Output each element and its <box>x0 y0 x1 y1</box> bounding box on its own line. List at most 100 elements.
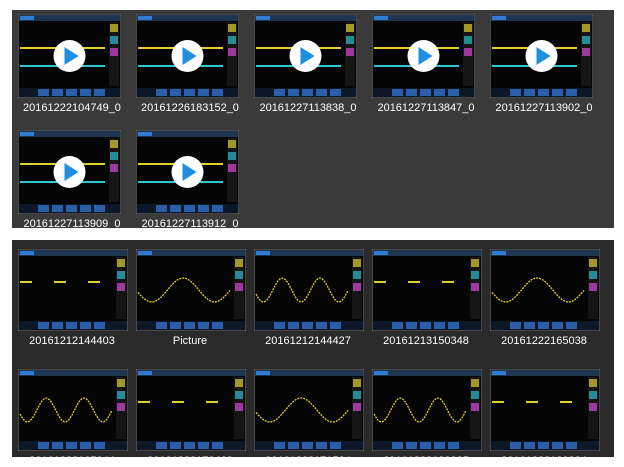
gallery-item[interactable]: 20161222180325 <box>367 369 485 467</box>
item-label: 20161227113847_0 <box>377 102 475 114</box>
thumb-bg <box>136 369 246 451</box>
thumb-button <box>38 442 49 449</box>
thumb-topbar <box>137 15 238 21</box>
thumb-side-box <box>353 403 361 411</box>
thumb-button <box>538 89 549 96</box>
thumb-side-box <box>464 24 472 32</box>
thumb-side-box <box>117 259 125 267</box>
gallery-item[interactable]: 20161227113909_0 <box>13 130 131 230</box>
thumb-tab <box>138 132 152 136</box>
thumb-button <box>198 205 209 212</box>
thumb-bg <box>18 249 128 331</box>
thumb-side-box <box>471 379 479 387</box>
item-label: 20161213150348 <box>383 335 469 347</box>
thumb-button <box>406 89 417 96</box>
thumb-button <box>434 322 445 329</box>
thumb-side-box <box>117 403 125 411</box>
thumb-button <box>316 89 327 96</box>
thumbnail <box>372 369 482 451</box>
thumb-tab <box>256 251 270 255</box>
thumb-topbar <box>491 15 592 21</box>
gallery-item[interactable]: 20161226183152_0 <box>131 14 249 114</box>
item-label: Picture <box>172 335 208 347</box>
gallery-item[interactable]: 20161222180334 <box>485 369 603 467</box>
thumb-button <box>184 442 195 449</box>
gallery-item[interactable]: 20161222171724 <box>249 369 367 467</box>
thumb-side-box <box>117 271 125 279</box>
thumb-button <box>552 322 563 329</box>
thumb-button <box>302 322 313 329</box>
thumb-side-box <box>117 391 125 399</box>
gallery-item[interactable]: 20161222165038 <box>485 249 603 347</box>
thumb-side-box <box>589 403 597 411</box>
thumb-button <box>156 89 167 96</box>
play-icon <box>64 163 79 181</box>
thumbnail <box>18 130 121 214</box>
thumb-button <box>66 322 77 329</box>
thumb-bg <box>254 369 364 451</box>
trace <box>373 397 467 423</box>
thumb-topbar <box>19 370 127 376</box>
thumb-side-box <box>235 283 243 291</box>
gallery-item[interactable]: 20161227113912_0 <box>131 130 249 230</box>
gallery-item[interactable]: 20161222170433 <box>131 369 249 467</box>
thumbnail <box>136 14 239 98</box>
thumb-topbar <box>255 250 363 256</box>
thumb-button <box>94 322 105 329</box>
thumb-side-box <box>471 391 479 399</box>
gallery-item[interactable]: 20161212144427 <box>249 249 367 347</box>
thumb-side-box <box>228 164 236 172</box>
thumb-side-box <box>235 271 243 279</box>
thumb-button <box>566 442 577 449</box>
thumbnail <box>254 249 364 331</box>
thumb-button <box>52 89 63 96</box>
thumb-button <box>420 322 431 329</box>
thumbnail <box>490 369 600 451</box>
thumb-side-box <box>235 403 243 411</box>
thumbnail <box>254 369 364 451</box>
thumb-topbar <box>373 370 481 376</box>
thumb-button <box>184 322 195 329</box>
thumb-topbar <box>19 250 127 256</box>
thumb-topbar <box>255 370 363 376</box>
thumb-button <box>38 205 49 212</box>
picture-gallery: 20161212144403 Picture 20161212144427 20161… <box>12 240 614 467</box>
item-label: 20161212144427 <box>265 335 351 347</box>
gallery-item[interactable]: 20161222104749_0 <box>13 14 131 114</box>
thumb-side-box <box>235 379 243 387</box>
thumb-button <box>170 89 181 96</box>
gallery-item[interactable]: 20161212144403 <box>13 249 131 347</box>
item-label: 20161212144403 <box>29 335 115 347</box>
play-icon <box>300 47 315 65</box>
gallery-item[interactable]: 20161222165044 <box>13 369 131 467</box>
gallery-item[interactable]: 20161213150348 <box>367 249 485 347</box>
thumb-side-box <box>353 259 361 267</box>
thumb-bg <box>136 249 246 331</box>
thumb-side-box <box>353 271 361 279</box>
thumb-side-box <box>589 379 597 387</box>
thumb-button <box>212 442 223 449</box>
gallery-item[interactable]: 20161227113847_0 <box>367 14 485 114</box>
thumb-tab <box>492 371 506 375</box>
thumb-button <box>52 322 63 329</box>
thumb-button <box>156 442 167 449</box>
gallery-item[interactable]: Picture <box>131 249 249 347</box>
play-icon <box>182 47 197 65</box>
thumb-side-box <box>117 379 125 387</box>
gallery-item[interactable]: 20161227113838_0 <box>249 14 367 114</box>
thumb-topbar <box>491 250 599 256</box>
thumb-button <box>94 442 105 449</box>
thumbnail <box>490 14 593 98</box>
thumb-button <box>198 442 209 449</box>
thumb-side-box <box>582 48 590 56</box>
thumb-bg <box>372 369 482 451</box>
page: 20161222104749_0 20161226183152_0 20161227… <box>12 10 614 467</box>
thumb-tab <box>374 251 388 255</box>
thumb-button <box>156 322 167 329</box>
item-label: 20161222165038 <box>501 335 587 347</box>
thumb-button <box>170 442 181 449</box>
gallery-item[interactable]: 20161227113902_0 <box>485 14 603 114</box>
thumb-side-box <box>117 283 125 291</box>
thumb-button <box>448 322 459 329</box>
thumb-button <box>94 205 105 212</box>
